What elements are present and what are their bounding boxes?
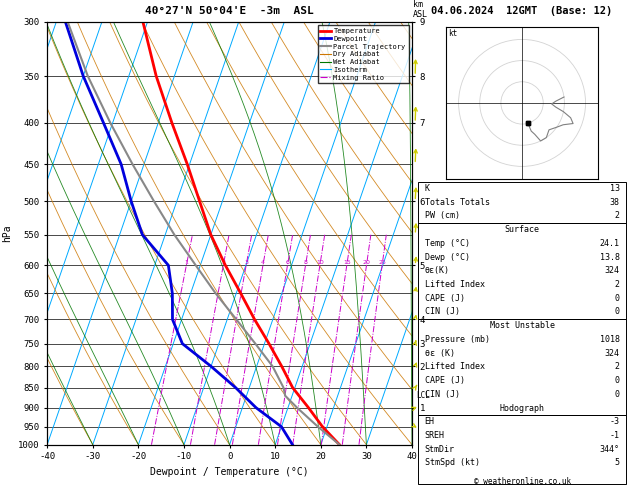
- Text: 20: 20: [362, 260, 370, 265]
- Text: K: K: [425, 184, 430, 193]
- Legend: Temperature, Dewpoint, Parcel Trajectory, Dry Adiabat, Wet Adiabat, Isotherm, Mi: Temperature, Dewpoint, Parcel Trajectory…: [318, 25, 408, 83]
- Text: 6: 6: [286, 260, 289, 265]
- Text: 24.1: 24.1: [599, 239, 620, 248]
- Text: 2: 2: [615, 280, 620, 289]
- Text: 0: 0: [615, 390, 620, 399]
- Text: LCL: LCL: [416, 391, 430, 400]
- Text: θε (K): θε (K): [425, 348, 455, 358]
- Text: 25: 25: [378, 260, 386, 265]
- Text: Surface: Surface: [504, 225, 540, 234]
- Text: 4: 4: [261, 260, 265, 265]
- Text: 324: 324: [604, 348, 620, 358]
- Text: -1: -1: [610, 431, 620, 440]
- Text: CAPE (J): CAPE (J): [425, 294, 464, 303]
- Text: CAPE (J): CAPE (J): [425, 376, 464, 385]
- Text: 2: 2: [221, 260, 225, 265]
- Text: PW (cm): PW (cm): [425, 211, 460, 220]
- Text: θε(K): θε(K): [425, 266, 450, 275]
- Bar: [418, 182, 626, 223]
- Text: 0: 0: [615, 308, 620, 316]
- Text: Pressure (mb): Pressure (mb): [425, 335, 489, 344]
- Text: 2: 2: [615, 211, 620, 220]
- Text: EH: EH: [425, 417, 435, 426]
- Text: 3: 3: [244, 260, 248, 265]
- Text: 1018: 1018: [599, 335, 620, 344]
- Text: Lifted Index: Lifted Index: [425, 363, 484, 371]
- Text: CIN (J): CIN (J): [425, 308, 460, 316]
- Text: 10: 10: [316, 260, 324, 265]
- Bar: [418, 415, 626, 484]
- Text: 40°27'N 50°04'E  -3m  ASL: 40°27'N 50°04'E -3m ASL: [145, 6, 314, 16]
- Text: 13: 13: [610, 184, 620, 193]
- Text: CIN (J): CIN (J): [425, 390, 460, 399]
- Text: 344°: 344°: [599, 445, 620, 454]
- Text: -3: -3: [610, 417, 620, 426]
- Text: StmSpd (kt): StmSpd (kt): [425, 458, 479, 468]
- Text: 13.8: 13.8: [599, 253, 620, 261]
- Text: Lifted Index: Lifted Index: [425, 280, 484, 289]
- Text: 0: 0: [615, 376, 620, 385]
- Text: 04.06.2024  12GMT  (Base: 12): 04.06.2024 12GMT (Base: 12): [431, 6, 613, 16]
- Text: 324: 324: [604, 266, 620, 275]
- Text: 0: 0: [615, 294, 620, 303]
- Text: © weatheronline.co.uk: © weatheronline.co.uk: [474, 477, 571, 486]
- Text: Hodograph: Hodograph: [499, 403, 545, 413]
- Text: km
ASL: km ASL: [413, 0, 428, 19]
- Text: Totals Totals: Totals Totals: [425, 198, 489, 207]
- X-axis label: Dewpoint / Temperature (°C): Dewpoint / Temperature (°C): [150, 467, 309, 477]
- Text: 8: 8: [304, 260, 308, 265]
- Text: kt: kt: [448, 29, 457, 38]
- Bar: [418, 223, 626, 319]
- Text: 2: 2: [615, 363, 620, 371]
- Text: 38: 38: [610, 198, 620, 207]
- Text: 1: 1: [184, 260, 188, 265]
- Y-axis label: hPa: hPa: [3, 225, 13, 242]
- Text: Temp (°C): Temp (°C): [425, 239, 469, 248]
- Bar: [418, 319, 626, 415]
- Text: Most Unstable: Most Unstable: [489, 321, 555, 330]
- Text: StmDir: StmDir: [425, 445, 455, 454]
- Text: Dewp (°C): Dewp (°C): [425, 253, 469, 261]
- Text: 15: 15: [343, 260, 350, 265]
- Text: 5: 5: [615, 458, 620, 468]
- Text: SREH: SREH: [425, 431, 445, 440]
